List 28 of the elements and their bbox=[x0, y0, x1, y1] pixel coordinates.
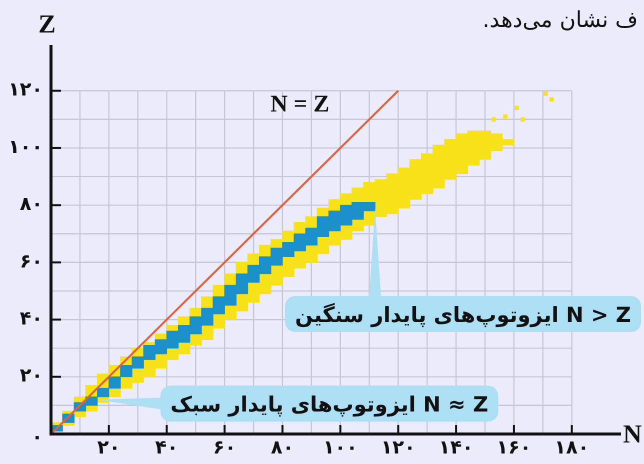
x-tick-label: ۴۰ bbox=[155, 436, 178, 458]
text: ف نشان می‌دهد. bbox=[482, 8, 638, 33]
x-tick-label: ۱۶۰ bbox=[496, 436, 532, 458]
y-tick-label: ۴۰ bbox=[20, 308, 43, 330]
point bbox=[544, 92, 548, 96]
x-tick-label: ۶۰ bbox=[213, 436, 236, 458]
x-axis-title: N bbox=[623, 420, 642, 449]
point bbox=[549, 97, 554, 102]
y-tick-label: ۸۰ bbox=[20, 193, 43, 216]
x-tick-label: ۱۸۰ bbox=[554, 436, 590, 458]
x-tick-label: ۱۲۰ bbox=[380, 436, 416, 458]
y-tick-label: ۶۰ bbox=[20, 250, 43, 272]
y-tick-label: ۱۰۰ bbox=[8, 136, 43, 158]
x-tick-label: ۱۰۰ bbox=[322, 436, 358, 458]
point bbox=[492, 117, 496, 122]
point bbox=[520, 117, 525, 122]
x-tick-label: ۲۰ bbox=[97, 436, 120, 458]
y-tick-label: ۱۲۰ bbox=[8, 78, 43, 101]
y-axis-title: Z bbox=[38, 10, 56, 39]
annotation: ایزوتوپ‌های پایدار سنگین N > Z bbox=[295, 302, 632, 328]
y-tick-label: ۲۰ bbox=[20, 364, 43, 387]
y-tick-label: ۰ bbox=[31, 426, 43, 448]
point bbox=[503, 114, 508, 119]
point bbox=[514, 106, 519, 110]
x-tick-label: ۸۰ bbox=[270, 436, 294, 458]
annotation: N = Z bbox=[270, 91, 330, 118]
annotation: ایزوتوپ‌های پایدار سبک N ≈ Z bbox=[170, 392, 488, 418]
x-tick-label: ۱۴۰ bbox=[438, 436, 474, 458]
